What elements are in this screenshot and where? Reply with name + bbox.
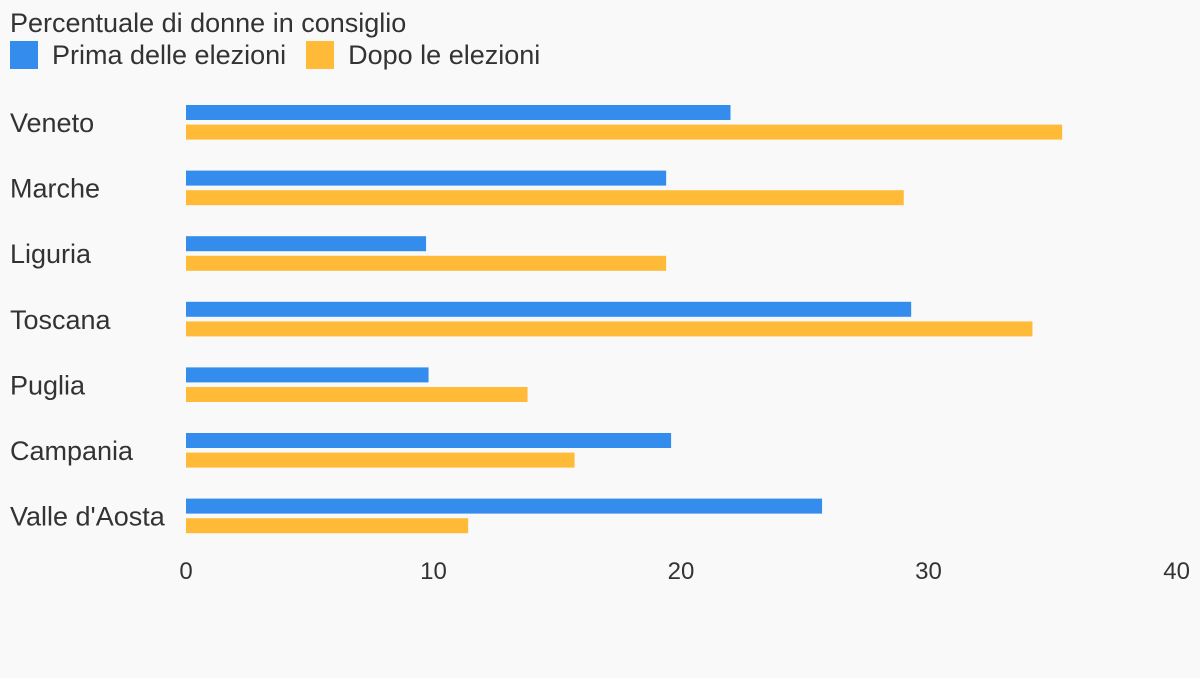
bar-dopo [186,190,904,206]
x-tick-label: 30 [915,558,942,585]
bar-dopo [186,321,1033,337]
legend-swatch-dopo [306,41,335,69]
bar-prima [186,498,823,514]
legend: Prima delle elezioni Dopo le elezioni [10,38,560,72]
category-label: Valle d'Aosta [10,502,166,532]
legend-item-prima: Prima delle elezioni [10,38,286,72]
category-label: Campania [10,436,134,466]
bar-prima [186,367,429,383]
bar-prima [186,433,672,448]
bar-dopo [186,387,528,402]
category-label: Liguria [10,239,92,269]
bar-dopo [186,452,575,468]
legend-label-prima: Prima delle elezioni [52,40,287,70]
legend-swatch-prima [10,41,38,69]
category-label: Marche [10,174,100,204]
bar-dopo [186,518,469,534]
category-label: Toscana [10,305,112,335]
x-tick-label: 0 [179,558,192,585]
chart-title: Percentuale di donne in consiglio [10,8,407,38]
x-tick-label: 20 [668,558,695,585]
bar-prima [186,236,427,252]
bar-dopo [186,255,667,271]
bar-prima [186,105,731,120]
category-label: Veneto [10,108,94,138]
bar-prima [186,170,667,186]
x-tick-label: 40 [1163,558,1190,585]
legend-label-dopo: Dopo le elezioni [348,40,541,70]
x-tick-label: 10 [420,558,447,585]
category-label: Puglia [10,370,86,400]
legend-item-dopo: Dopo le elezioni [306,38,540,72]
bar-prima [186,301,912,317]
bar-dopo [186,124,1063,140]
